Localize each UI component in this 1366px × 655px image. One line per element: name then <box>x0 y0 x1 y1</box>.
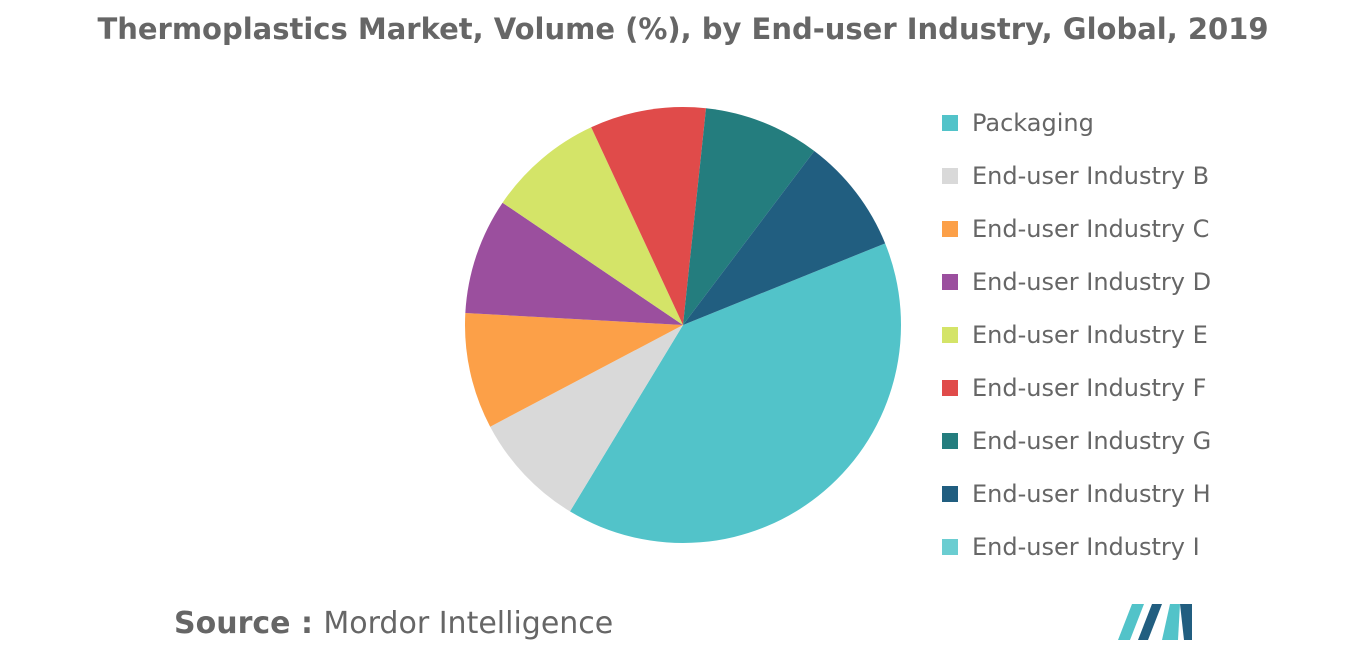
legend-item-5: End-user Industry E <box>942 308 1211 361</box>
legend-label: End-user Industry C <box>972 214 1210 243</box>
legend-item-6: End-user Industry F <box>942 361 1211 414</box>
legend-item-3: End-user Industry C <box>942 202 1211 255</box>
legend-item-1: Packaging <box>942 96 1211 149</box>
legend-label: Packaging <box>972 108 1094 137</box>
legend-item-2: End-user Industry B <box>942 149 1211 202</box>
logo-shape-left <box>1118 604 1144 640</box>
legend-swatch <box>942 167 958 184</box>
mordor-intelligence-logo <box>1118 604 1192 640</box>
pie-slices <box>464 106 902 544</box>
source-value: Mordor Intelligence <box>323 606 614 641</box>
legend-item-4: End-user Industry D <box>942 255 1211 308</box>
pie-slice-6 <box>591 106 707 325</box>
legend-swatch <box>942 432 958 449</box>
pie-slice-8 <box>683 150 886 325</box>
legend-label: End-user Industry E <box>972 320 1208 349</box>
pie-slice-5 <box>502 127 683 326</box>
pie-slice-3 <box>464 312 683 427</box>
logo-shape-right <box>1162 604 1180 640</box>
pie-slice-1 <box>569 243 902 544</box>
legend-label: End-user Industry H <box>972 479 1211 508</box>
logo-shape-middle <box>1138 604 1162 640</box>
legend-label: End-user Industry D <box>972 267 1212 296</box>
legend-item-8: End-user Industry H <box>942 467 1211 520</box>
chart-title: Thermoplastics Market, Volume (%), by En… <box>97 12 1269 46</box>
source-note: Source : Mordor Intelligence <box>174 606 613 641</box>
legend-swatch <box>942 538 958 555</box>
legend-item-9: End-user Industry I <box>942 520 1211 573</box>
legend-label: End-user Industry G <box>972 426 1212 455</box>
legend-label: End-user Industry B <box>972 161 1210 190</box>
legend-label: End-user Industry F <box>972 373 1207 402</box>
source-key: Source : <box>174 606 324 641</box>
chart-legend: Packaging End-user Industry B End-user Ind… <box>942 96 1211 573</box>
legend-label: End-user Industry I <box>972 532 1200 561</box>
pie-slice-2 <box>490 325 683 512</box>
legend-swatch <box>942 114 958 131</box>
legend-swatch <box>942 273 958 290</box>
legend-swatch <box>942 326 958 343</box>
pie-slice-7 <box>683 108 815 325</box>
legend-item-7: End-user Industry G <box>942 414 1211 467</box>
legend-swatch <box>942 379 958 396</box>
legend-swatch <box>942 485 958 502</box>
pie-slice-4 <box>465 202 683 325</box>
logo-shape-edge <box>1180 604 1192 640</box>
legend-swatch <box>942 220 958 237</box>
